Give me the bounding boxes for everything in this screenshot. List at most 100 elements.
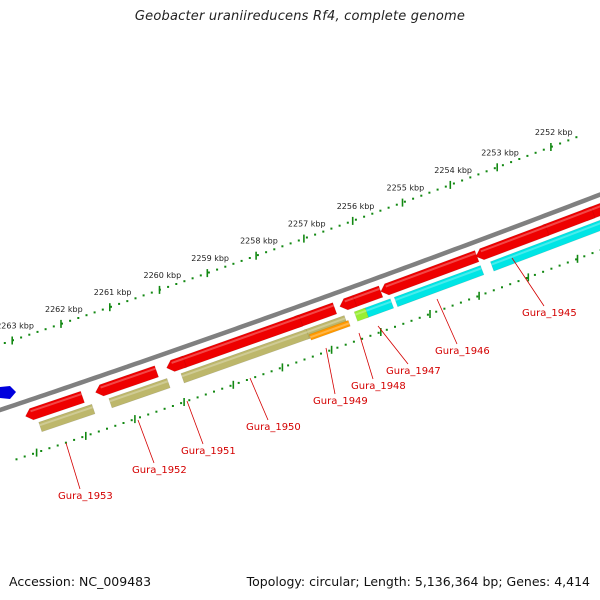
- tick-dot: [469, 176, 472, 179]
- tick-dot: [240, 259, 243, 262]
- tick-dot: [199, 274, 202, 277]
- tick-dot: [89, 433, 92, 436]
- tick-dot: [183, 280, 186, 283]
- cyan-feature-block: [393, 265, 485, 308]
- gene-product-block-highlight: [39, 406, 94, 427]
- tick-dot: [175, 283, 178, 285]
- tick-dot: [48, 447, 51, 450]
- tick-dot: [501, 164, 504, 167]
- gene-leader-line: [377, 325, 409, 365]
- tick-dot: [394, 325, 396, 328]
- inner-tick-track: [15, 249, 600, 461]
- cds-block: [25, 390, 85, 421]
- tick-dot: [77, 317, 80, 319]
- tick-dot: [110, 305, 112, 308]
- gene-product-block: [180, 328, 310, 384]
- cds-block-highlight: [480, 226, 547, 253]
- tick-dot: [533, 273, 536, 276]
- tick-dot: [232, 262, 235, 265]
- tick-dot: [493, 167, 496, 170]
- gene-label: Gura_1947: [386, 366, 441, 377]
- gene-label: Gura_1949: [313, 396, 368, 407]
- gene-product-block-highlight: [181, 331, 308, 378]
- tick-dot: [344, 343, 347, 346]
- tick-dot: [444, 185, 447, 188]
- gene-product-block: [108, 378, 171, 409]
- gene-label: Gura_1945: [522, 308, 577, 319]
- tick-dot: [224, 265, 227, 268]
- tick-dot: [3, 342, 6, 344]
- gene-label: Gura_1948: [351, 381, 406, 392]
- kbp-major-ticks: 2252 kbp 2253 kbp 2254 kbp 2255 kbp 2256 kbp…: [0, 128, 573, 345]
- gene-leader-line: [65, 442, 81, 490]
- tick-dot: [402, 322, 405, 325]
- tick-dot: [428, 191, 431, 194]
- tick-dot: [395, 203, 398, 206]
- cds-block-highlight: [30, 393, 82, 413]
- tick-dot: [485, 170, 488, 173]
- tick-dot: [403, 200, 406, 203]
- cds-block: [166, 355, 187, 372]
- tick-dot: [387, 206, 390, 209]
- tick-dot: [97, 430, 100, 433]
- cds-block-highlight: [344, 297, 355, 303]
- tick-dot: [221, 387, 224, 390]
- gene-leader-line: [358, 332, 374, 380]
- tick-dot: [216, 268, 219, 271]
- inner-major-ticks: [35, 254, 579, 457]
- tick-dot: [40, 450, 43, 452]
- tick-dot: [477, 173, 480, 176]
- genome-title: Geobacter uraniireducens Rf4, complete g…: [134, 9, 466, 24]
- kbp-label: 2262 kbp: [45, 305, 83, 314]
- tick-dot: [452, 182, 455, 185]
- tick-dot: [28, 333, 31, 336]
- tick-dot: [273, 248, 276, 251]
- tick-dot: [297, 239, 300, 242]
- tick-dot: [361, 337, 364, 340]
- tick-dot: [352, 340, 355, 343]
- tick-dot: [330, 227, 333, 230]
- tick-dot: [566, 261, 569, 264]
- gene-leader-line: [137, 419, 155, 464]
- tick-dot: [346, 221, 349, 224]
- gene-label: Gura_1951: [181, 446, 236, 457]
- tick-dot: [130, 419, 133, 422]
- tick-dot: [69, 319, 72, 322]
- gene-leader-line: [186, 400, 204, 445]
- tick-dot: [336, 346, 339, 349]
- tick-dot: [126, 300, 129, 303]
- tick-dot: [254, 376, 257, 379]
- tick-dot: [550, 267, 553, 270]
- tick-dot: [534, 151, 537, 154]
- tick-dot: [436, 188, 439, 191]
- kbp-label: 2261 kbp: [94, 288, 132, 297]
- tick-dot: [314, 233, 317, 236]
- tick-dot: [525, 277, 528, 279]
- tick-dot: [150, 291, 153, 294]
- cds-block-highlight: [295, 304, 335, 321]
- tick-dot: [559, 142, 562, 145]
- tick-dot: [256, 254, 259, 257]
- cds-block-highlight: [543, 208, 593, 229]
- tick-dot: [412, 197, 415, 200]
- tick-dot: [468, 298, 471, 301]
- tick-dot: [207, 271, 210, 274]
- kbp-label: 2258 kbp: [240, 237, 278, 246]
- gene-label: Gura_1953: [58, 491, 113, 502]
- tick-dot: [420, 194, 423, 197]
- gene-labels: Gura_1945 Gura_1946 Gura_1947 Gura_1948 Gura…: [58, 257, 577, 502]
- tick-dot: [56, 444, 59, 447]
- tick-dot: [270, 370, 273, 373]
- tick-dot: [426, 313, 429, 316]
- tick-dot: [476, 295, 479, 298]
- tick-dot: [558, 264, 561, 267]
- tick-dot: [509, 283, 512, 286]
- tick-dot: [328, 349, 331, 352]
- tick-dot: [410, 319, 413, 322]
- tick-dot: [303, 358, 306, 361]
- tick-dot: [542, 148, 545, 151]
- tick-dot: [526, 154, 529, 157]
- tick-dot: [147, 413, 150, 416]
- tick-dot: [418, 316, 421, 319]
- tick-dot: [204, 393, 207, 396]
